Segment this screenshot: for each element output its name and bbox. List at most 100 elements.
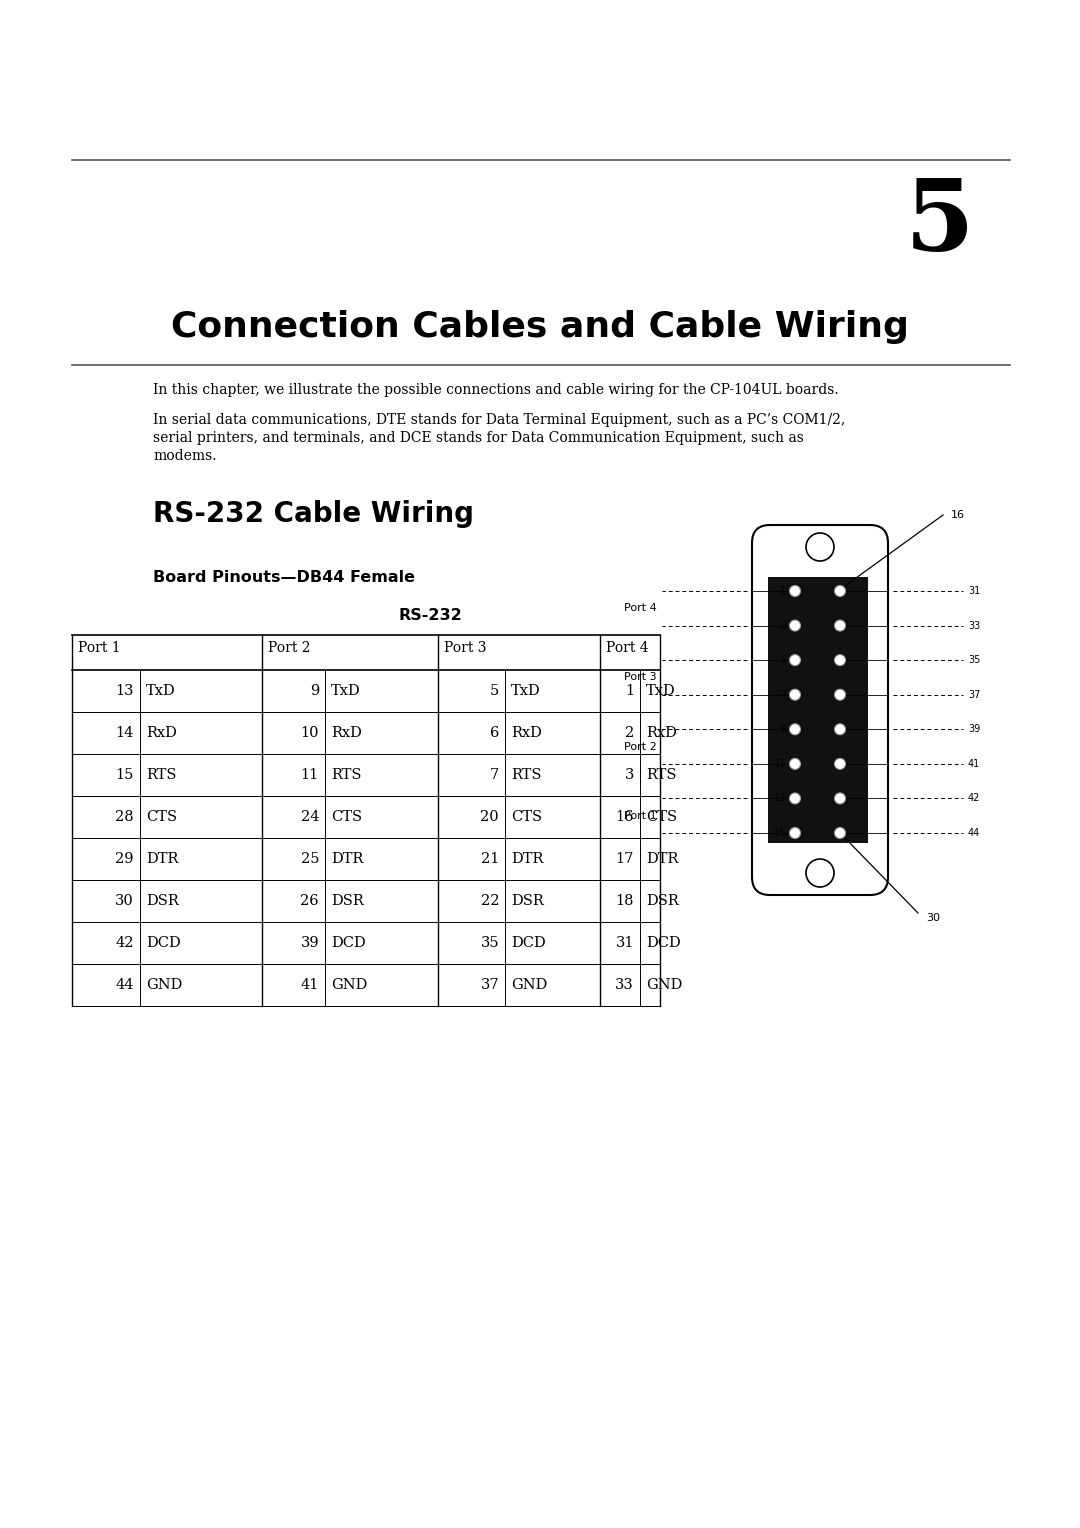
Text: 44: 44 — [968, 828, 981, 837]
Text: serial printers, and terminals, and DCE stands for Data Communication Equipment,: serial printers, and terminals, and DCE … — [153, 431, 804, 445]
Circle shape — [806, 859, 834, 886]
Text: Port 4: Port 4 — [624, 604, 657, 613]
Text: Port 2: Port 2 — [624, 741, 657, 752]
Text: 14: 14 — [116, 726, 134, 740]
FancyBboxPatch shape — [752, 526, 888, 895]
Text: Port 3: Port 3 — [624, 672, 657, 683]
Circle shape — [835, 689, 846, 700]
Text: 44: 44 — [116, 978, 134, 992]
Text: GND: GND — [330, 978, 367, 992]
Circle shape — [789, 620, 800, 631]
Text: DSR: DSR — [511, 894, 543, 908]
Text: 33: 33 — [616, 978, 634, 992]
Text: DSR: DSR — [646, 894, 678, 908]
Circle shape — [835, 585, 846, 596]
Text: 33: 33 — [968, 620, 981, 631]
Text: 7: 7 — [489, 769, 499, 782]
Text: 17: 17 — [616, 853, 634, 866]
Text: TxD: TxD — [646, 685, 676, 698]
Text: DCD: DCD — [146, 937, 180, 950]
Text: 3: 3 — [624, 769, 634, 782]
Text: DTR: DTR — [330, 853, 363, 866]
Circle shape — [835, 654, 846, 666]
Text: CTS: CTS — [330, 810, 362, 824]
Text: 41: 41 — [300, 978, 319, 992]
Circle shape — [789, 585, 800, 596]
Text: DTR: DTR — [146, 853, 178, 866]
Text: RTS: RTS — [330, 769, 362, 782]
Text: In serial data communications, DTE stands for Data Terminal Equipment, such as a: In serial data communications, DTE stand… — [153, 413, 846, 426]
Text: In this chapter, we illustrate the possible connections and cable wiring for the: In this chapter, we illustrate the possi… — [153, 384, 839, 397]
Text: 5: 5 — [780, 656, 786, 665]
Text: 30: 30 — [926, 914, 940, 923]
Circle shape — [835, 620, 846, 631]
Text: 39: 39 — [300, 937, 319, 950]
Circle shape — [789, 654, 800, 666]
Text: Connection Cables and Cable Wiring: Connection Cables and Cable Wiring — [171, 310, 909, 344]
Text: 25: 25 — [300, 853, 319, 866]
Text: RTS: RTS — [511, 769, 541, 782]
Text: 31: 31 — [616, 937, 634, 950]
Text: RxD: RxD — [146, 726, 177, 740]
Text: Port 1: Port 1 — [624, 811, 657, 821]
Text: 11: 11 — [300, 769, 319, 782]
Text: 28: 28 — [116, 810, 134, 824]
Text: TxD: TxD — [511, 685, 541, 698]
Text: 35: 35 — [481, 937, 499, 950]
Text: 15: 15 — [116, 769, 134, 782]
Circle shape — [789, 828, 800, 839]
Circle shape — [789, 758, 800, 770]
Text: 13: 13 — [116, 685, 134, 698]
Text: GND: GND — [511, 978, 548, 992]
Text: 20: 20 — [481, 810, 499, 824]
Text: RS-232 Cable Wiring: RS-232 Cable Wiring — [153, 500, 474, 529]
Text: 24: 24 — [300, 810, 319, 824]
Circle shape — [835, 793, 846, 804]
Text: GND: GND — [646, 978, 683, 992]
Text: 6: 6 — [489, 726, 499, 740]
Text: DSR: DSR — [330, 894, 364, 908]
Text: DTR: DTR — [646, 853, 678, 866]
Text: 41: 41 — [968, 759, 981, 769]
Text: 42: 42 — [968, 793, 981, 804]
Circle shape — [789, 793, 800, 804]
Text: RTS: RTS — [146, 769, 176, 782]
Text: RS-232: RS-232 — [399, 608, 462, 623]
Text: 18: 18 — [616, 894, 634, 908]
Text: 2: 2 — [624, 726, 634, 740]
Text: DCD: DCD — [511, 937, 545, 950]
Text: RxD: RxD — [511, 726, 542, 740]
Text: Board Pinouts—DB44 Female: Board Pinouts—DB44 Female — [153, 570, 415, 585]
Text: DTR: DTR — [511, 853, 543, 866]
Text: RTS: RTS — [646, 769, 676, 782]
Text: 39: 39 — [968, 724, 981, 735]
Text: 31: 31 — [968, 587, 981, 596]
Text: 42: 42 — [116, 937, 134, 950]
Text: RxD: RxD — [646, 726, 677, 740]
Text: DCD: DCD — [330, 937, 366, 950]
Text: 9: 9 — [781, 724, 786, 735]
Text: 5: 5 — [489, 685, 499, 698]
Circle shape — [835, 724, 846, 735]
Text: 35: 35 — [968, 656, 981, 665]
Circle shape — [789, 689, 800, 700]
Circle shape — [806, 533, 834, 561]
Polygon shape — [768, 578, 868, 843]
Text: 13: 13 — [774, 793, 786, 804]
Text: CTS: CTS — [146, 810, 177, 824]
Text: 16: 16 — [616, 810, 634, 824]
Text: DCD: DCD — [646, 937, 680, 950]
Text: 37: 37 — [481, 978, 499, 992]
Text: CTS: CTS — [511, 810, 542, 824]
Text: 11: 11 — [774, 759, 786, 769]
Text: 1: 1 — [625, 685, 634, 698]
Text: Port 4: Port 4 — [606, 642, 649, 656]
Text: CTS: CTS — [646, 810, 677, 824]
Text: Port 3: Port 3 — [444, 642, 486, 656]
Circle shape — [835, 828, 846, 839]
Text: 16: 16 — [951, 510, 966, 520]
Circle shape — [789, 724, 800, 735]
Text: 10: 10 — [300, 726, 319, 740]
Text: 37: 37 — [968, 689, 981, 700]
Text: 26: 26 — [300, 894, 319, 908]
